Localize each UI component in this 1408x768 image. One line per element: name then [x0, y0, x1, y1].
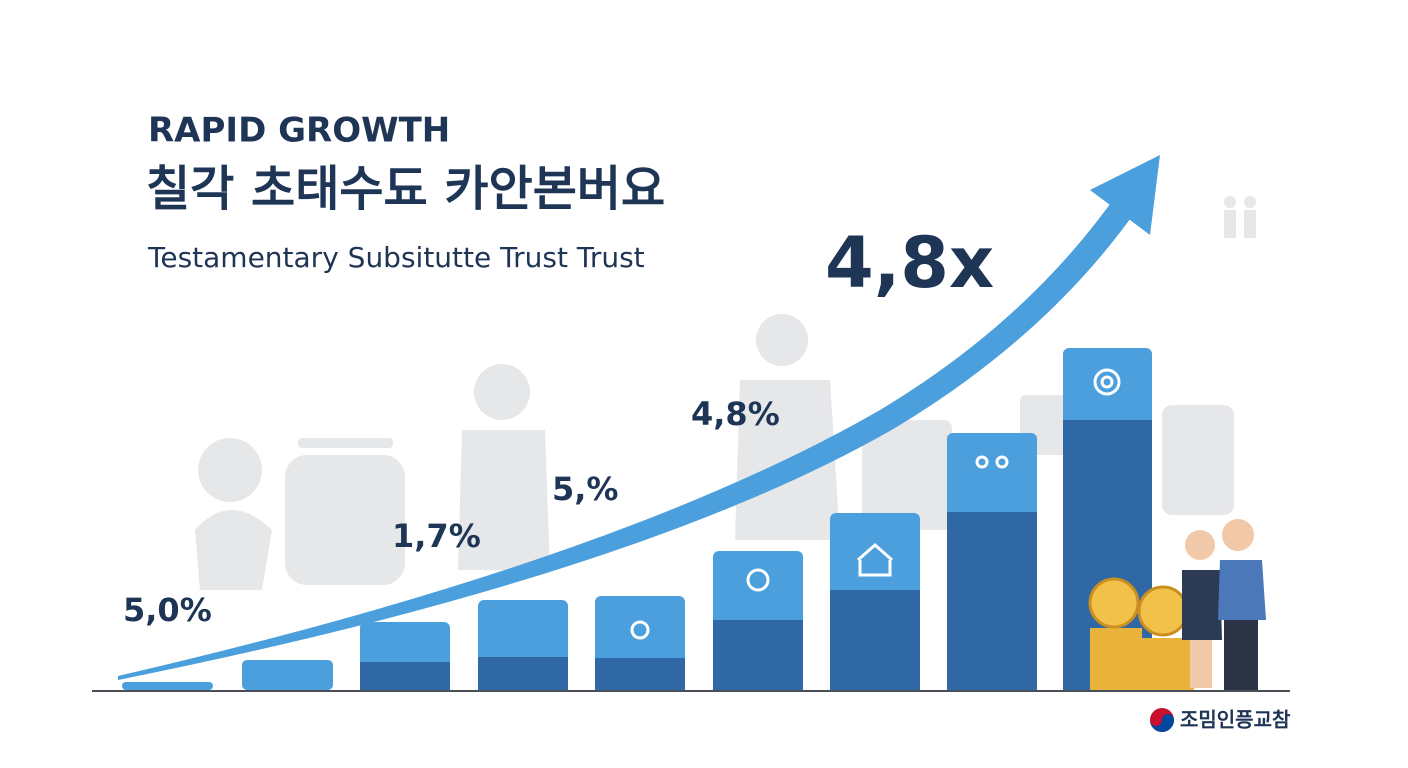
bar-lower [478, 657, 568, 690]
subtitle: Testamentary Subsitutte Trust Trust [147, 241, 645, 274]
ghost-head [756, 314, 808, 366]
percent-label: 4,8% [691, 395, 780, 433]
ghost-body [458, 430, 550, 570]
coin-stack [1142, 638, 1194, 690]
bar [242, 660, 333, 690]
ghost-person [1244, 210, 1256, 238]
bar [122, 682, 213, 690]
person-legs [1224, 620, 1258, 690]
bars [122, 348, 1152, 690]
bar-icon [975, 455, 989, 469]
title: 칠각 초태수됴 카안본버요 [146, 161, 665, 217]
person-body [1182, 570, 1222, 640]
bar-icon [630, 620, 650, 640]
bar-icon [1100, 375, 1114, 389]
bar-icon [1093, 368, 1121, 396]
ghost-head [198, 438, 262, 502]
logo-text: 조밈인픙교참 [1180, 708, 1291, 732]
ghost-handle [298, 438, 393, 448]
person-head [1185, 530, 1215, 560]
multiplier: 4,8x [825, 222, 994, 304]
bar-icon [857, 542, 893, 577]
bar-icon [995, 455, 1009, 469]
bar-lower [830, 590, 920, 690]
bar-icon [746, 568, 770, 592]
coin [1088, 577, 1140, 629]
ghost-head [474, 364, 530, 420]
background-figures [195, 196, 1256, 590]
arrow-head [1090, 155, 1160, 235]
percent-label: 5,0% [123, 591, 212, 629]
bar-lower [713, 620, 803, 690]
bar-lower [595, 658, 685, 690]
ghost-bag [285, 455, 405, 585]
ghost-case [1162, 405, 1234, 515]
kicker: RAPID GROWTH [148, 111, 450, 151]
ghost-person [1224, 210, 1236, 238]
bar-lower [947, 512, 1037, 690]
couple [1182, 519, 1266, 690]
person-body [1218, 560, 1266, 620]
person-legs [1190, 640, 1212, 688]
coin [1137, 585, 1189, 637]
person-head [1222, 519, 1254, 551]
coin-stack [1090, 628, 1142, 690]
ghost-building [862, 420, 952, 530]
percent-label: 1,7% [392, 517, 481, 555]
bar-lower [360, 662, 450, 690]
percent-label: 5,% [552, 470, 618, 508]
ghost-person [1244, 196, 1256, 208]
logo-mark [1150, 714, 1174, 732]
ghost-person [1224, 196, 1236, 208]
ghost-body [195, 510, 272, 590]
